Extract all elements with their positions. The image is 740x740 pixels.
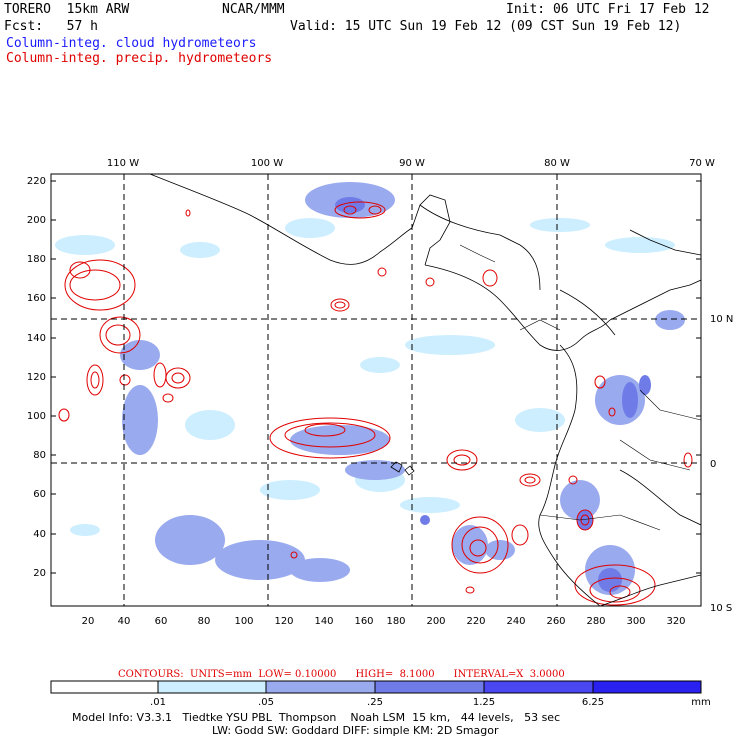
y-tick-marks [51, 180, 701, 574]
x-tick: 220 [466, 616, 485, 627]
colorbar-swatch [266, 681, 375, 693]
y-tick: 20 [33, 568, 46, 579]
x-axis: 20 40 60 80 100 120 140 160 180 200 220 … [82, 616, 686, 627]
x-tick: 160 [354, 616, 373, 627]
map-frame [50, 173, 702, 607]
x-tick: 60 [155, 616, 168, 627]
x-tick: 140 [314, 616, 333, 627]
colorbar-label: 6.25 [582, 697, 604, 708]
country-borders [459, 244, 701, 531]
physics-info: LW: Godd SW: Goddard DIFF: simple KM: 2D… [212, 724, 499, 737]
field-label-precip: Column-integ. precip. hydrometeors [6, 51, 273, 66]
colorbar-label: .25 [367, 697, 383, 708]
lat-label: 10 S [710, 603, 732, 614]
y-tick: 140 [27, 333, 46, 344]
colorbar-label: 1.25 [473, 697, 495, 708]
x-tick: 200 [426, 616, 445, 627]
colorbar-frame [50, 680, 702, 694]
x-tick: 280 [586, 616, 605, 627]
colorbar-swatch [593, 681, 701, 693]
colorbar-label: .01 [150, 697, 166, 708]
y-tick: 80 [33, 450, 46, 461]
x-tick: 100 [234, 616, 253, 627]
x-tick: 20 [82, 616, 95, 627]
y-tick: 220 [27, 176, 46, 187]
coastlines [149, 174, 701, 606]
lat-label: 0 [710, 459, 716, 470]
y-tick: 40 [33, 529, 46, 540]
x-tick: 180 [386, 616, 405, 627]
y-tick: 160 [27, 293, 46, 304]
model-title: TORERO 15km ARW [4, 2, 130, 17]
y-tick: 200 [27, 215, 46, 226]
model-info: Model Info: V3.3.1 Tiedtke YSU PBL Thomp… [72, 711, 561, 724]
lon-label: 90 W [399, 158, 425, 169]
y-axis: 220 200 180 160 140 120 100 80 60 40 20 [27, 176, 46, 579]
x-tick: 80 [198, 616, 211, 627]
lat-label: 10 N [710, 314, 733, 325]
colorbar: .01 .05 .25 1.25 6.25 mm [50, 680, 711, 708]
cloud-field-medium [120, 182, 685, 595]
y-tick: 120 [27, 372, 46, 383]
y-tick: 60 [33, 489, 46, 500]
y-tick: 180 [27, 254, 46, 265]
map-content [55, 174, 701, 606]
colorbar-label: .05 [258, 697, 274, 708]
y-tick: 100 [27, 411, 46, 422]
center-label: NCAR/MMM [222, 2, 285, 17]
colorbar-swatch [484, 681, 593, 693]
x-tick: 260 [546, 616, 565, 627]
x-tick: 320 [666, 616, 685, 627]
contours-info: CONTOURS: UNITS=mm LOW= 0.10000 HIGH= 8.… [118, 669, 565, 680]
lon-label: 80 W [544, 158, 570, 169]
x-tick: 240 [506, 616, 525, 627]
lon-label: 110 W [107, 158, 139, 169]
colorbar-swatch [51, 681, 158, 693]
precip-contours [58, 201, 693, 606]
colorbar-swatch [158, 681, 266, 693]
valid-time: Valid: 15 UTC Sun 19 Feb 12 (09 CST Sun … [290, 19, 682, 34]
cloud-field-dark [335, 197, 651, 592]
forecast-hour: Fcst: 57 h [4, 19, 98, 34]
colorbar-unit: mm [691, 697, 710, 708]
x-tick: 40 [118, 616, 131, 627]
field-label-cloud: Column-integ. cloud hydrometeors [6, 36, 257, 51]
colorbar-swatch [375, 681, 484, 693]
lon-label: 100 W [251, 158, 283, 169]
x-tick: 300 [626, 616, 645, 627]
init-time: Init: 06 UTC Fri 17 Feb 12 [506, 2, 710, 17]
latlon-grid [51, 174, 701, 606]
lon-label: 70 W [689, 158, 715, 169]
x-tick: 120 [274, 616, 293, 627]
